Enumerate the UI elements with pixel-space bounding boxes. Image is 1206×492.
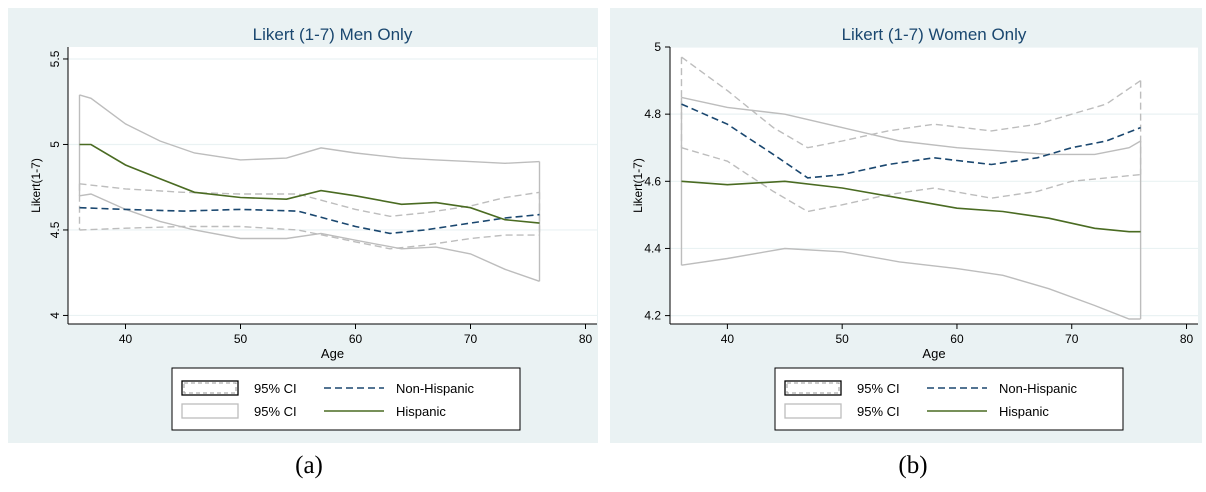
x-tick-label: 60 bbox=[950, 332, 964, 346]
legend: 95% CI Non-Hispanic 95% CI Hispanic bbox=[171, 367, 521, 431]
legend-box bbox=[774, 367, 1124, 431]
panel-a: 4 4.5 5 5.5 40 50 60 70 80 Likert (1-7) Men Only A… bbox=[8, 8, 598, 443]
ci-upper-line bbox=[79, 94, 540, 165]
legend-swatch-ci-dashed-inner bbox=[786, 382, 840, 394]
legend-box bbox=[171, 367, 521, 431]
y-axis-label: Likert(1-7) bbox=[631, 158, 645, 213]
chart-title: Likert (1-7) Men Only bbox=[253, 25, 413, 44]
y-tick-label: 4.6 bbox=[644, 174, 661, 188]
y-tick-label: 4.8 bbox=[644, 107, 661, 121]
series-line-non-hispanic bbox=[681, 103, 1141, 179]
x-tick-label: 60 bbox=[349, 332, 363, 346]
y-tick-label: 5 bbox=[654, 40, 661, 54]
y-tick-label: 4.5 bbox=[48, 221, 62, 238]
x-tick-label: 40 bbox=[721, 332, 735, 346]
plot-area bbox=[670, 47, 1198, 324]
series-line-non-hispanic bbox=[79, 206, 540, 235]
legend-swatch-ci-dashed-inner bbox=[183, 382, 237, 394]
y-tick-label: 4 bbox=[48, 312, 62, 319]
legend-label: 95% CI bbox=[254, 381, 297, 396]
ci-upper-line bbox=[79, 183, 540, 218]
legend-swatch-ci-dashed bbox=[181, 380, 239, 396]
x-tick-label: 50 bbox=[234, 332, 248, 346]
x-tick-label: 80 bbox=[579, 332, 593, 346]
legend-label: 95% CI bbox=[857, 381, 900, 396]
legend-swatch-ci-solid bbox=[181, 403, 239, 419]
legend-label: Non-Hispanic bbox=[999, 381, 1078, 396]
x-tick-label: 70 bbox=[464, 332, 478, 346]
x-tick-label: 80 bbox=[1180, 332, 1194, 346]
ci-lower-line bbox=[681, 147, 1141, 213]
y-tick-label: 4.2 bbox=[644, 309, 661, 323]
x-tick-label: 50 bbox=[835, 332, 849, 346]
y-tick-label: 5 bbox=[48, 141, 62, 148]
caption-b: (b) bbox=[898, 452, 928, 479]
chart-title: Likert (1-7) Women Only bbox=[842, 25, 1027, 44]
series-line-hispanic bbox=[681, 180, 1141, 233]
x-tick-label: 40 bbox=[119, 332, 133, 346]
series-line-hispanic bbox=[79, 143, 540, 224]
legend-label: Hispanic bbox=[396, 404, 446, 419]
ci-lower-line bbox=[681, 247, 1141, 320]
x-axis-label: Age bbox=[321, 346, 344, 361]
ci-upper-line bbox=[681, 56, 1141, 149]
legend-swatch-ci-dashed bbox=[784, 380, 842, 396]
x-tick-label: 70 bbox=[1065, 332, 1079, 346]
ci-lower-line bbox=[79, 193, 540, 282]
panel-b: 4.2 4.4 4.6 4.8 5 40 50 60 70 80 Likert (1-7) Wome… bbox=[610, 8, 1202, 443]
legend-label: Hispanic bbox=[999, 404, 1049, 419]
y-tick-label: 5.5 bbox=[48, 50, 62, 67]
caption-a: (a) bbox=[295, 452, 323, 479]
x-axis-label: Age bbox=[922, 346, 945, 361]
y-axis-label: Likert(1-7) bbox=[29, 158, 43, 213]
ci-upper-line bbox=[681, 96, 1141, 156]
legend: 95% CI Non-Hispanic 95% CI Hispanic bbox=[774, 367, 1124, 431]
y-tick-label: 4.4 bbox=[644, 241, 661, 255]
legend-swatch-ci-solid bbox=[784, 403, 842, 419]
legend-label: 95% CI bbox=[857, 404, 900, 419]
legend-label: Non-Hispanic bbox=[396, 381, 475, 396]
plot-area bbox=[68, 47, 597, 324]
ci-lower-line bbox=[79, 225, 540, 250]
legend-label: 95% CI bbox=[254, 404, 297, 419]
